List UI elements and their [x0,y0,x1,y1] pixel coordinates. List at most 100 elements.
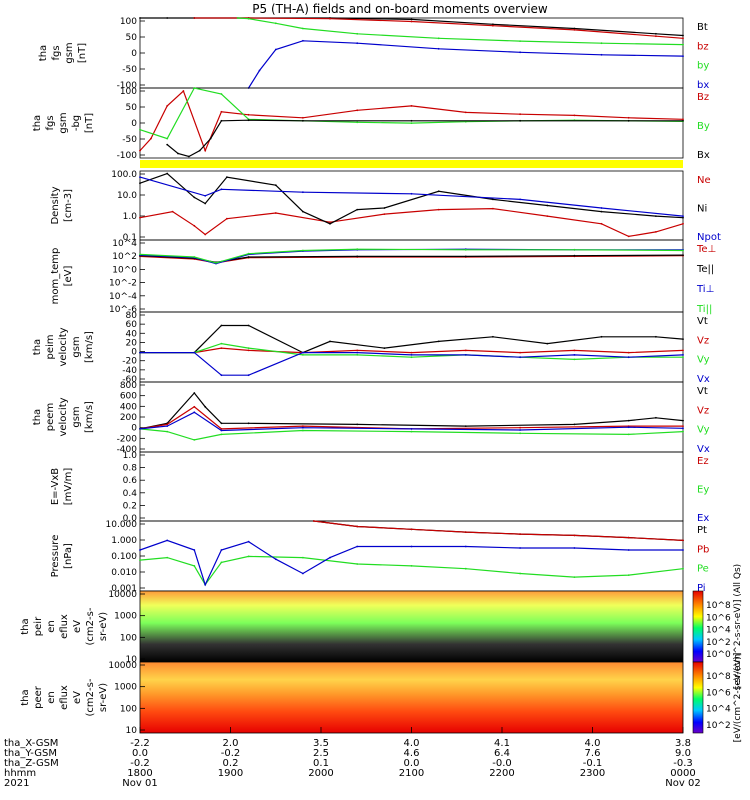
mom_temp-point-ti [139,253,141,256]
pressure-ylabel: Pressure [50,535,61,578]
density-point-ni [600,210,603,213]
ion_spectrogram-heatmap [140,591,683,662]
pressure-legend-pi: Pi [697,583,706,594]
electron_velocity-point-vt [682,419,684,422]
density-series-npot [139,176,684,217]
electron_spectrogram-ytick: 1000 [114,683,137,693]
fgs-point-by [600,42,603,45]
ion_velocity-ytick: -60 [122,375,137,385]
electron_spectrogram-colorbar-tick: 10^8 [706,672,731,682]
ion_velocity-point-vx [682,354,684,356]
fgs_detrended-point-by [356,121,359,124]
pressure-point-pi [682,549,684,551]
efield-ytick: 0.8 [123,464,138,474]
ion_velocity-point-vz [573,349,576,352]
x-row-value: 0.2 [223,758,239,769]
electron_velocity-point-vz [166,423,169,426]
electron_velocity-point-vy [220,433,223,436]
electron_velocity-series-vx [139,411,684,432]
electron_spectrogram-colorbar-tick: 10^6 [706,688,731,698]
fgs_detrended-point-bx [177,152,179,155]
electron_spectrogram-ylabel: en [46,691,57,704]
electron_velocity-ylabel: peem [45,403,56,431]
electron_spectrogram-ylabel: sr-eV) [98,683,109,712]
ion_spectrogram-ylabel: (cm2-s- [85,607,96,645]
ion_velocity-legend-vy: Vy [697,355,710,366]
electron_spectrogram-colorbar-tick: 10^2 [706,721,731,731]
pressure-point-pi [329,556,331,559]
fgs_detrended-point-bz [247,113,250,116]
ion_velocity-point-vx [139,351,141,354]
x-row-value: 2000 [308,768,333,779]
ion_spectrogram-ylabel: sr-eV) [98,612,109,641]
electron_velocity-point-vx [139,428,141,430]
x-row-value: 6.4 [494,748,510,759]
ion_velocity-point-vz [356,349,359,352]
pressure-frame [139,520,684,592]
density-series-ni [139,172,684,225]
density-point-ni [166,172,169,175]
ion_velocity-point-vx [356,351,359,354]
efield-ylabel: E=-VxB [50,468,61,505]
panel-ion_spectrogram: 10^8 10^6 10^4 10^2 10^0 [eV/(cm^2-s-sr-eV)] … [20,564,743,689]
pressure-point-pe [573,576,576,578]
ion_velocity-point-vz [682,349,684,352]
pressure-point-pe [627,574,630,576]
ion_velocity-ytick: -40 [122,366,137,376]
density-legend-npot: Npot [697,232,721,243]
ion_velocity-point-vx [627,356,630,359]
ion_spectrogram-ylabel: eflux [59,614,70,639]
ion_spectrogram-colorbar-tick: 10^6 [706,613,731,623]
electron_velocity-point-vz [682,425,684,427]
electron_velocity-point-vz [193,405,196,408]
fgs-point-bz [329,17,331,20]
fgs_detrended-legend-bx: Bx [697,150,710,161]
ion_velocity-ylabel: velocity [58,327,69,366]
efield-ytick: 0.6 [123,476,138,486]
mom_temp-frame [139,239,684,313]
panel-mom_temp: 10^4 10^2 10^0 10^-2 10^-4 10^-6 mom_temp [eV] T… [50,239,716,315]
pressure-point-pi [410,545,413,548]
fgs-point-bx [258,69,261,72]
mom_temp-ytick: 10^-2 [109,279,137,289]
ion_velocity-point-vt [247,324,250,327]
fgs-ytick: 100 [120,17,137,27]
ion_velocity-point-vy [247,347,250,349]
fgs-point-bx [356,42,359,45]
fgs_detrended-point-bz [519,113,521,116]
ion_velocity-point-vt [329,340,331,343]
x-row-value: 0000 [670,768,695,779]
electron_velocity-series-vt [139,392,684,430]
x-row-value: 1800 [127,768,152,779]
electron_velocity-point-vx [220,429,223,432]
fgs_detrended-ylabel: [nT] [84,113,95,133]
density-point-npot [220,188,223,191]
density-point-ni [437,190,440,193]
density-point-ne [682,222,684,225]
ion_velocity-ytick: 40 [126,329,138,339]
fgs-point-by [682,43,684,46]
efield-ytick: 1.0 [123,451,138,461]
fgs_detrended-ylabel: fgs [45,115,56,130]
fgs_detrended-legend-bz: Bz [697,92,709,103]
electron_velocity-point-vx [193,411,196,414]
fgs_detrended-ytick: -50 [122,135,137,145]
ion_spectrogram-colorbar-tick: 10^0 [706,650,731,660]
density-point-ni [204,202,207,205]
x-row-value: 1900 [218,768,243,779]
density-point-ni [655,215,657,218]
density-point-npot [204,194,207,197]
fgs-point-bt [139,17,141,19]
fgs_detrended-point-bx [519,119,521,122]
pressure-point-pi [220,549,223,551]
x-row-value: 0.1 [313,758,329,769]
pressure-point-pe [464,567,467,570]
mom_temp-point-te [247,256,250,258]
efield-legend-ez: Ez [697,456,709,467]
electron_velocity-ylabel: gsm [71,406,82,427]
x-row-value: 4.1 [494,738,510,749]
fgs_detrended-point-bx [188,155,190,158]
density-point-ni [139,182,141,185]
x-row-value: 3.8 [675,738,691,749]
efield-ytick: 0.4 [123,489,138,499]
